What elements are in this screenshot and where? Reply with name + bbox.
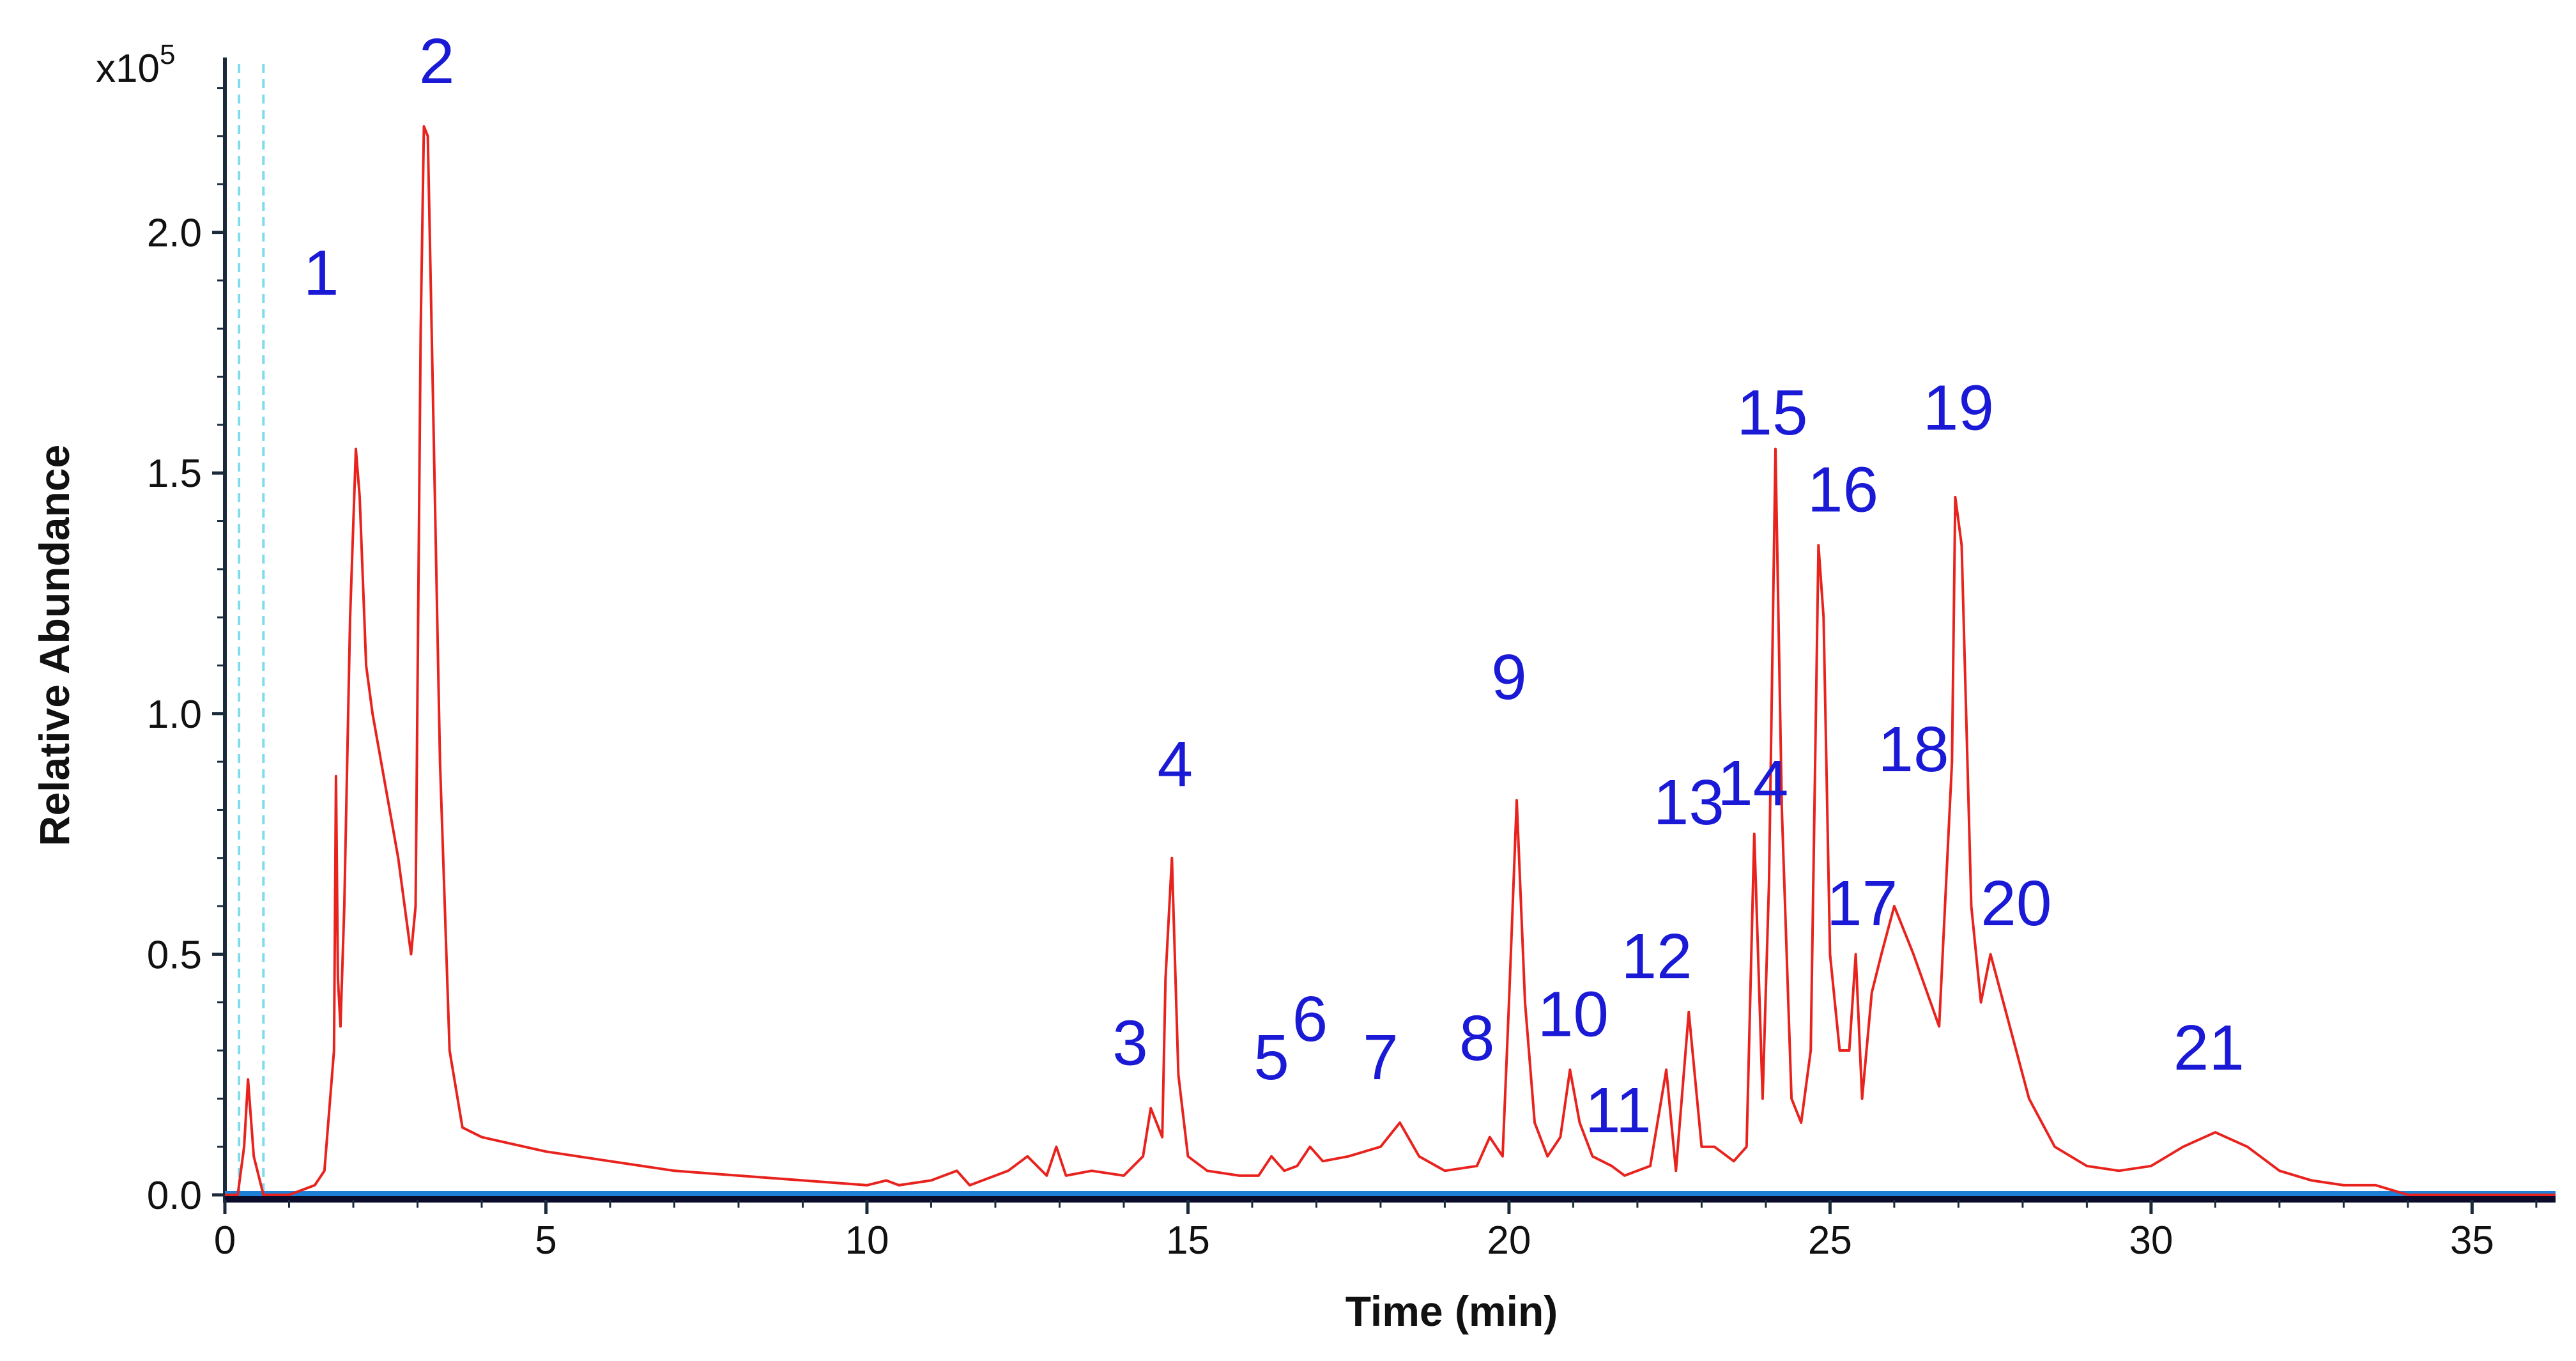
y-scale-label: x105 (96, 39, 175, 91)
y-tick-label: 0.5 (147, 933, 202, 977)
x-axis-line (225, 1196, 2556, 1203)
axis-ticks: 0 5 10 15 20 25 30 350.00.51.01.52.0 (147, 87, 2538, 1263)
peak-label: 13 (1653, 767, 1724, 838)
peak-label: 21 (2174, 1012, 2244, 1084)
peak-label: 16 (1807, 454, 1878, 525)
x-tick-label: 10 (845, 1219, 889, 1263)
y-tick-label: 1.0 (147, 693, 202, 737)
peak-label: 15 (1736, 377, 1807, 449)
x-tick-label: 35 (2450, 1219, 2494, 1263)
dashed-marker-lines (238, 64, 265, 1195)
peak-label: 14 (1717, 748, 1788, 819)
peak-label: 9 (1491, 642, 1527, 713)
series-layer (225, 125, 2556, 1196)
peak-label: 10 (1538, 978, 1609, 1050)
peak-label: 1 (303, 238, 339, 309)
x-tick-label: 15 (1166, 1219, 1210, 1263)
y-axis-title: Relative Abundance (31, 445, 78, 846)
peak-label: 6 (1292, 983, 1328, 1055)
peak-label: 5 (1254, 1022, 1289, 1093)
x-tick-label: 20 (1487, 1219, 1531, 1263)
x-tick-label: 25 (1808, 1219, 1852, 1263)
y-tick-label: 2.0 (147, 211, 202, 256)
peak-label: 2 (419, 26, 455, 97)
axes (223, 58, 2556, 1203)
x-axis-title: Time (min) (1346, 1288, 1558, 1335)
peak-label: 20 (1981, 868, 2051, 939)
y-scale-base: x10 (96, 47, 160, 91)
peak-label: 19 (1923, 372, 1994, 443)
peak-label: 12 (1621, 921, 1692, 992)
peak-label: 17 (1827, 868, 1897, 939)
x-tick-label: 30 (2129, 1219, 2173, 1263)
x-tick-label: 0 (214, 1219, 236, 1263)
y-scale-exponent: 5 (160, 39, 175, 70)
peak-label: 7 (1363, 1022, 1399, 1093)
peak-label: 11 (1585, 1075, 1652, 1146)
peak-label: 18 (1878, 714, 1949, 785)
series-line-chromatogram (225, 125, 2556, 1196)
peak-label: 3 (1112, 1008, 1148, 1079)
baseline-band (225, 1191, 2556, 1196)
peak-label: 4 (1158, 728, 1193, 800)
peak-label: 8 (1459, 1003, 1495, 1074)
y-tick-label: 1.5 (147, 452, 202, 496)
y-tick-label: 0.0 (147, 1174, 202, 1218)
x-tick-label: 5 (535, 1219, 556, 1263)
